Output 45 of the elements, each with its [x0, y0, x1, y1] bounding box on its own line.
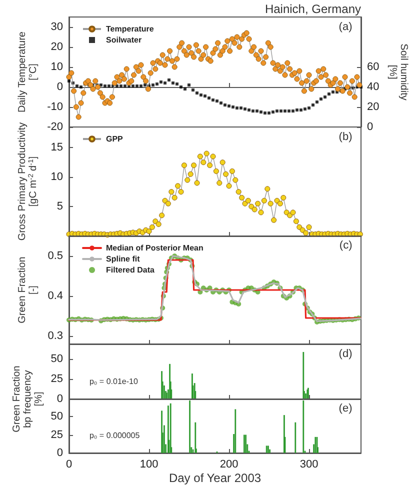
- y-tick-label: 10: [50, 61, 63, 73]
- annotation: (e): [338, 402, 352, 415]
- y2-axis-title: Soil humidity [%]: [387, 44, 409, 100]
- legend-label: Filtered Data: [106, 266, 156, 274]
- annotation: (d): [338, 348, 352, 360]
- y-tick-label: 0.5: [48, 250, 63, 262]
- x-tick-label: 300: [300, 458, 318, 470]
- y-tick-label: 20: [50, 41, 63, 53]
- annotation: p₀ = 0.01e-10: [89, 376, 138, 386]
- y-axis-title: Daily Temperature [°C]: [17, 31, 39, 112]
- legend-label: GPP: [106, 134, 124, 144]
- annotation: (a): [338, 20, 352, 33]
- y-tick-label: 50: [50, 410, 63, 423]
- x-tick-label: 100: [140, 458, 158, 470]
- y-tick-label: 25: [50, 373, 63, 386]
- x-axis-title: Day of Year 2003: [168, 471, 262, 485]
- annotation: p₀ = 0.000005: [89, 431, 140, 440]
- x-tick-label: 200: [220, 458, 238, 470]
- y2-tick-label: 20: [367, 101, 380, 113]
- annotation: (b): [338, 130, 352, 143]
- annotation: (c): [339, 240, 352, 252]
- y2-tick-label: 0: [367, 121, 374, 133]
- x-tick-label: 0: [66, 458, 72, 470]
- y-tick-label: 25: [50, 428, 63, 441]
- y-tick-label: -10: [47, 101, 63, 113]
- y-tick-label: -20: [47, 121, 63, 133]
- chart-title: Hainich, Germany: [264, 2, 361, 16]
- y-tick-label: 15: [50, 142, 63, 154]
- y-tick-label: 0: [56, 447, 63, 459]
- legend-label: Soilwater: [106, 36, 142, 44]
- y2-tick-label: 40: [367, 81, 380, 93]
- legend-label: Temperature: [106, 24, 154, 34]
- legend-label: Median of Posterior Mean: [106, 244, 204, 252]
- y-axis-title: Green Fraction [-]: [17, 256, 39, 324]
- y-tick-label: 10: [50, 171, 63, 184]
- y-tick-label: 0.4: [48, 290, 63, 302]
- y-tick-label: 0.3: [48, 330, 63, 342]
- y-tick-label: 0: [56, 393, 63, 405]
- y2-tick-label: 60: [367, 61, 380, 73]
- y-tick-label: 50: [50, 353, 63, 366]
- y-tick-label: 30: [50, 21, 63, 33]
- y-axis-title: Green Fraction bp frequency [%]: [12, 366, 44, 432]
- legend-label: Spline fit: [106, 254, 140, 264]
- y-tick-label: 0: [56, 81, 63, 93]
- y-tick-label: 5: [56, 200, 63, 213]
